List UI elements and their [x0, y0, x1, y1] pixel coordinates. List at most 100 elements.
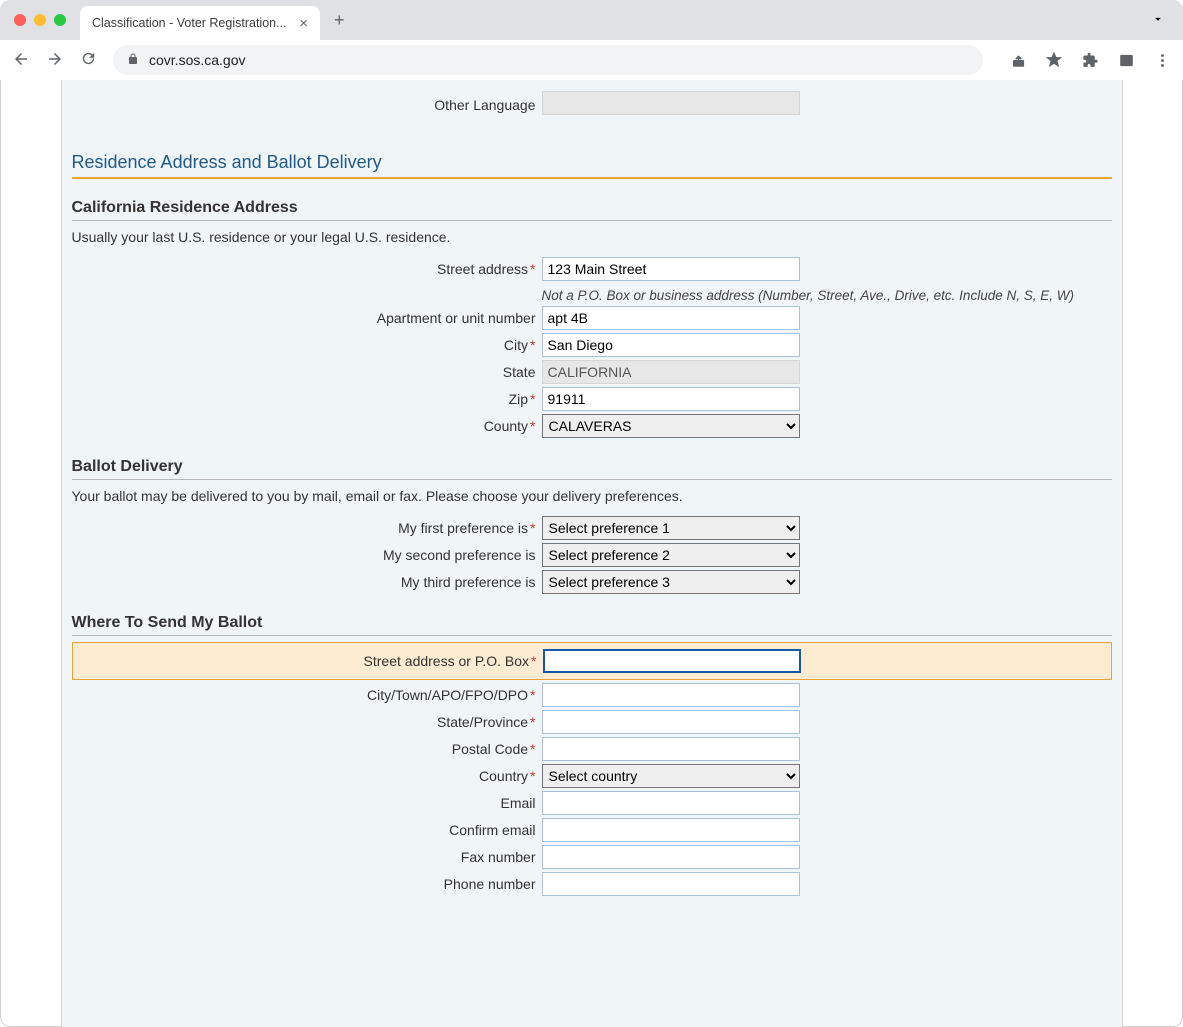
required-marker: *: [530, 687, 535, 703]
pref2-label: My second preference is: [383, 547, 536, 563]
send-country-select[interactable]: Select country: [542, 764, 800, 788]
forward-button[interactable]: [46, 50, 64, 71]
tab-title: Classification - Voter Registration...: [92, 16, 287, 30]
residence-heading: California Residence Address: [72, 199, 1112, 221]
tab-bar: Classification - Voter Registration... ×…: [0, 0, 1183, 40]
viewport: Other Language Residence Address and Bal…: [0, 80, 1183, 1027]
pref3-row: My third preference is Select preference…: [72, 570, 1112, 594]
panel-icon[interactable]: [1117, 51, 1135, 69]
send-heading: Where To Send My Ballot: [72, 614, 1112, 636]
state-label: State: [503, 364, 536, 380]
send-state-row: State/Province*: [72, 710, 1112, 734]
send-street-input[interactable]: [543, 649, 801, 673]
required-marker: *: [530, 418, 535, 434]
close-window-icon[interactable]: [14, 14, 26, 26]
menu-icon[interactable]: [1153, 51, 1171, 69]
chevron-down-icon[interactable]: [1151, 12, 1165, 29]
close-tab-icon[interactable]: ×: [299, 15, 308, 32]
zip-label: Zip: [509, 391, 528, 407]
pref1-row: My first preference is* Select preferenc…: [72, 516, 1112, 540]
other-language-label: Other Language: [72, 97, 542, 113]
send-confirm-email-input[interactable]: [542, 818, 800, 842]
send-phone-input[interactable]: [542, 872, 800, 896]
city-row: City*: [72, 333, 1112, 357]
send-email-input[interactable]: [542, 791, 800, 815]
form-panel: Other Language Residence Address and Bal…: [61, 80, 1123, 1027]
zip-input[interactable]: [542, 387, 800, 411]
section-residence-title: Residence Address and Ballot Delivery: [72, 152, 1112, 179]
share-icon[interactable]: [1009, 51, 1027, 69]
new-tab-button[interactable]: +: [334, 10, 345, 31]
required-marker: *: [530, 391, 535, 407]
send-postal-input[interactable]: [542, 737, 800, 761]
required-marker: *: [530, 261, 535, 277]
apt-input[interactable]: [542, 306, 800, 330]
required-marker: *: [530, 714, 535, 730]
send-postal-row: Postal Code*: [72, 737, 1112, 761]
url-text: covr.sos.ca.gov: [149, 52, 246, 68]
lock-icon: [127, 53, 139, 68]
state-readonly: CALIFORNIA: [542, 360, 800, 384]
send-confirm-email-row: Confirm email: [72, 818, 1112, 842]
send-city-row: City/Town/APO/FPO/DPO*: [72, 683, 1112, 707]
browser-chrome: Classification - Voter Registration... ×…: [0, 0, 1183, 80]
browser-toolbar: covr.sos.ca.gov: [0, 40, 1183, 80]
send-street-row: Street address or P.O. Box*: [72, 642, 1112, 680]
city-label: City: [504, 337, 528, 353]
send-street-label: Street address or P.O. Box: [364, 653, 530, 669]
maximize-window-icon[interactable]: [54, 14, 66, 26]
city-input[interactable]: [542, 333, 800, 357]
street-label: Street address: [437, 261, 528, 277]
send-fax-label: Fax number: [461, 849, 536, 865]
other-language-row: Other Language: [72, 91, 1112, 118]
apt-row: Apartment or unit number: [72, 306, 1112, 330]
star-icon[interactable]: [1045, 51, 1063, 69]
street-row: Street address*: [72, 257, 1112, 281]
send-fax-input[interactable]: [542, 845, 800, 869]
extensions-icon[interactable]: [1081, 51, 1099, 69]
send-confirm-email-label: Confirm email: [449, 822, 535, 838]
send-city-label: City/Town/APO/FPO/DPO: [367, 687, 528, 703]
pref1-select[interactable]: Select preference 1: [542, 516, 800, 540]
reload-button[interactable]: [80, 50, 97, 70]
pref3-select[interactable]: Select preference 3: [542, 570, 800, 594]
send-country-label: Country: [479, 768, 528, 784]
county-row: County* CALAVERAS: [72, 414, 1112, 438]
send-postal-label: Postal Code: [452, 741, 528, 757]
county-select[interactable]: CALAVERAS: [542, 414, 800, 438]
pref2-select[interactable]: Select preference 2: [542, 543, 800, 567]
ballot-heading: Ballot Delivery: [72, 458, 1112, 480]
street-input[interactable]: [542, 257, 800, 281]
send-state-label: State/Province: [437, 714, 528, 730]
zip-row: Zip*: [72, 387, 1112, 411]
apt-label: Apartment or unit number: [377, 310, 536, 326]
required-marker: *: [531, 653, 536, 669]
browser-tab[interactable]: Classification - Voter Registration... ×: [80, 6, 320, 40]
required-marker: *: [530, 337, 535, 353]
residence-desc: Usually your last U.S. residence or your…: [72, 229, 1112, 245]
required-marker: *: [530, 768, 535, 784]
state-row: State CALIFORNIA: [72, 360, 1112, 384]
pref2-row: My second preference is Select preferenc…: [72, 543, 1112, 567]
send-country-row: Country* Select country: [72, 764, 1112, 788]
county-label: County: [484, 418, 528, 434]
send-phone-label: Phone number: [444, 876, 536, 892]
other-language-field: [542, 91, 800, 115]
url-bar[interactable]: covr.sos.ca.gov: [113, 45, 983, 75]
send-email-label: Email: [500, 795, 535, 811]
pref3-label: My third preference is: [401, 574, 536, 590]
ballot-desc: Your ballot may be delivered to you by m…: [72, 488, 1112, 504]
send-fax-row: Fax number: [72, 845, 1112, 869]
minimize-window-icon[interactable]: [34, 14, 46, 26]
back-button[interactable]: [12, 50, 30, 71]
street-hint: Not a P.O. Box or business address (Numb…: [542, 288, 1112, 303]
send-city-input[interactable]: [542, 683, 800, 707]
send-phone-row: Phone number: [72, 872, 1112, 896]
window-controls: [14, 14, 66, 26]
send-state-input[interactable]: [542, 710, 800, 734]
street-hint-row: Not a P.O. Box or business address (Numb…: [72, 284, 1112, 303]
pref1-label: My first preference is: [398, 520, 528, 536]
required-marker: *: [530, 520, 535, 536]
send-email-row: Email: [72, 791, 1112, 815]
required-marker: *: [530, 741, 535, 757]
